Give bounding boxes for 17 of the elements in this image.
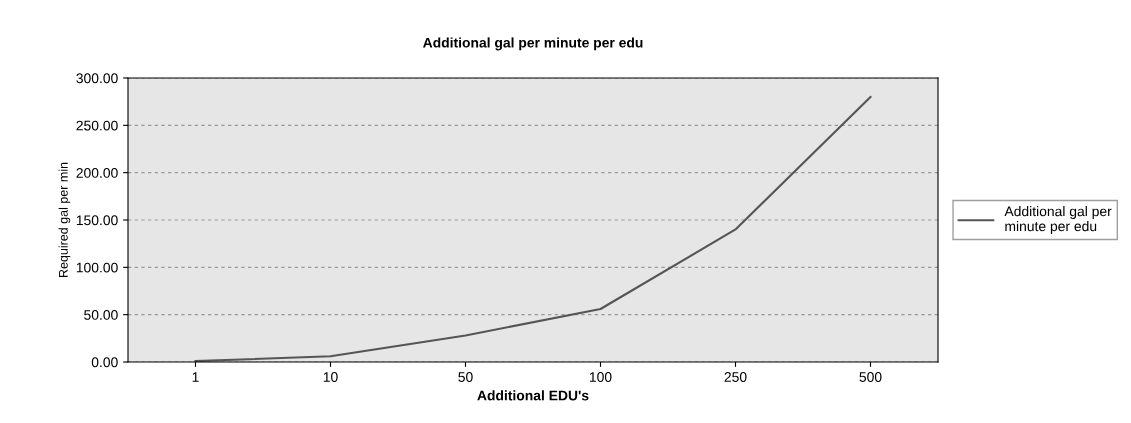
x-tick-label: 50 [458, 372, 473, 382]
y-tick-label: 250.00 [76, 120, 118, 131]
x-tick-label: 1 [192, 372, 199, 382]
y-tick-label: 100.00 [76, 262, 118, 273]
x-tick-label: 250 [724, 372, 747, 382]
y-tick-label: 150.00 [76, 215, 118, 226]
x-tick-label: 500 [859, 372, 882, 382]
legend-label: Additional gal per minute per edu [1004, 206, 1112, 234]
x-tick-label: 100 [589, 372, 612, 382]
x-tick-label: 10 [323, 372, 338, 382]
chart-title: Additional gal per minute per edu [423, 37, 643, 51]
y-tick-label: 300.00 [76, 73, 118, 84]
y-axis-title: Required gal per min [58, 162, 71, 277]
y-tick-label: 200.00 [76, 168, 118, 178]
y-tick-label: 50.00 [84, 310, 118, 320]
y-tick-label: 0.00 [91, 357, 118, 368]
x-axis-title: Additional EDU's [477, 390, 589, 401]
